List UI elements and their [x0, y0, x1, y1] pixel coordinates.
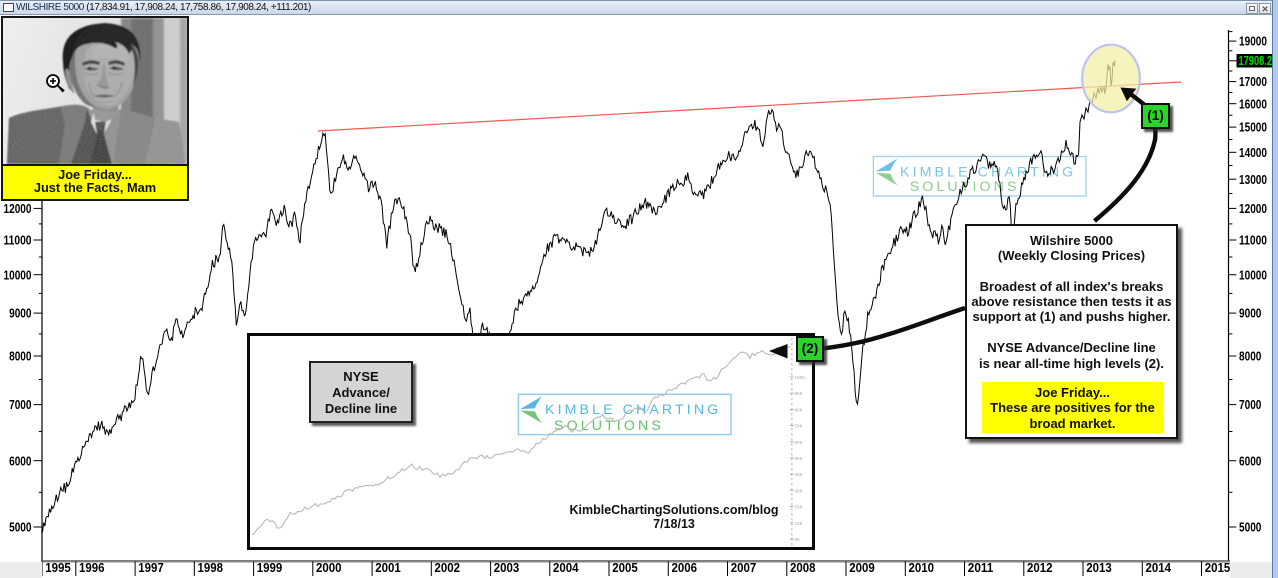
svg-text:2013: 2013	[1086, 560, 1112, 575]
svg-text:2000: 2000	[316, 560, 342, 575]
svg-text:1999: 1999	[257, 560, 283, 575]
svg-text:2001: 2001	[375, 560, 401, 575]
svg-text:60K: 60K	[795, 440, 804, 445]
svg-text:KIMBLE CHARTING: KIMBLE CHARTING	[545, 402, 721, 418]
svg-text:5000: 5000	[9, 520, 31, 535]
svg-text:20K: 20K	[795, 505, 804, 510]
svg-text:1997: 1997	[138, 560, 164, 575]
svg-text:SOLUTIONS: SOLUTIONS	[554, 418, 664, 434]
svg-text:7000: 7000	[1239, 397, 1261, 412]
svg-text:8000: 8000	[1239, 349, 1261, 364]
svg-text:6000: 6000	[9, 453, 31, 468]
svg-text:14000: 14000	[1239, 145, 1267, 160]
svg-text:8000: 8000	[9, 349, 31, 364]
svg-text:2007: 2007	[731, 560, 757, 575]
svg-text:11000: 11000	[1239, 233, 1267, 248]
svg-text:16000: 16000	[1239, 96, 1267, 111]
svg-text:9000: 9000	[9, 306, 31, 321]
svg-text:2010: 2010	[909, 560, 935, 575]
svg-text:2002: 2002	[435, 560, 461, 575]
svg-text:9000: 9000	[1239, 306, 1261, 321]
svg-text:10K: 10K	[795, 521, 804, 526]
svg-text:2004: 2004	[553, 560, 579, 575]
svg-text:0K: 0K	[795, 537, 802, 542]
svg-text:100K: 100K	[795, 375, 807, 380]
svg-text:5000: 5000	[1239, 520, 1261, 535]
svg-text:12000: 12000	[4, 201, 32, 216]
svg-text:2003: 2003	[494, 560, 520, 575]
svg-text:2005: 2005	[612, 560, 638, 575]
svg-text:KIMBLE CHARTING: KIMBLE CHARTING	[900, 165, 1076, 181]
svg-text:17908.2: 17908.2	[1239, 54, 1273, 68]
svg-text:7000: 7000	[9, 397, 31, 412]
svg-text:80K: 80K	[795, 407, 804, 412]
svg-text:70K: 70K	[795, 424, 804, 429]
svg-text:10000: 10000	[1239, 267, 1267, 282]
svg-text:90K: 90K	[795, 391, 804, 396]
svg-text:2012: 2012	[1027, 560, 1053, 575]
svg-text:6000: 6000	[1239, 453, 1261, 468]
svg-text:2015: 2015	[1205, 560, 1231, 575]
svg-text:11000: 11000	[4, 233, 32, 248]
svg-text:50K: 50K	[795, 456, 804, 461]
svg-text:2009: 2009	[849, 560, 875, 575]
svg-text:1995: 1995	[45, 560, 70, 575]
svg-text:2008: 2008	[790, 560, 816, 575]
svg-text:13000: 13000	[1239, 172, 1267, 187]
svg-text:1996: 1996	[79, 560, 105, 575]
svg-text:15000: 15000	[1239, 120, 1267, 135]
svg-text:1998: 1998	[198, 560, 224, 575]
svg-text:2011: 2011	[968, 560, 994, 575]
svg-text:10000: 10000	[4, 267, 32, 282]
svg-text:19000: 19000	[1239, 34, 1267, 49]
svg-text:2006: 2006	[672, 560, 698, 575]
svg-text:12000: 12000	[1239, 201, 1267, 216]
svg-text:2014: 2014	[1146, 560, 1172, 575]
svg-text:17000: 17000	[1239, 74, 1267, 89]
svg-text:30K: 30K	[795, 488, 804, 493]
svg-text:40K: 40K	[795, 472, 804, 477]
